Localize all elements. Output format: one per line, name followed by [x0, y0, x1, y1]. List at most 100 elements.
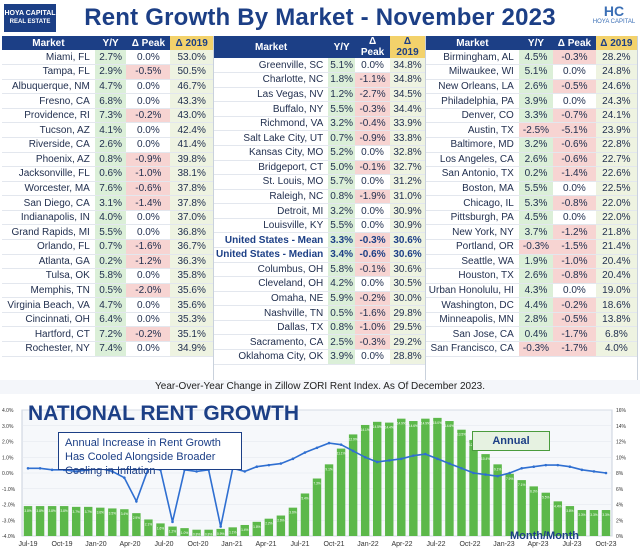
table-row: Salt Lake City, UT 0.7% -0.9% 33.8%	[214, 130, 425, 146]
annual-bar-label: 1.1%	[229, 530, 236, 534]
annual-bar-label: 3.6%	[289, 511, 296, 515]
table-row: Grand Rapids, MI 5.5% 0.0% 36.8%	[2, 224, 213, 241]
delta-2019-value: 33.9%	[390, 116, 425, 132]
table-row: Tampa, FL 2.9% -0.5% 50.5%	[2, 64, 213, 80]
table-row: San Jose, CA 0.4% -1.7% 6.8%	[426, 326, 637, 343]
market-name: Oklahoma City, OK	[214, 349, 329, 365]
column-header: Market	[214, 36, 329, 58]
delta-peak-value: 0.0%	[126, 210, 171, 226]
x-tick-label: Apr-22	[391, 541, 412, 548]
table-row: Tucson, AZ 4.1% 0.0% 42.4%	[2, 122, 213, 138]
month-month-point	[38, 466, 42, 470]
market-name: Columbus, OH	[214, 262, 329, 278]
yoy-value: 5.1%	[518, 64, 554, 80]
month-month-point	[508, 471, 511, 475]
annual-bar-label: 14.6%	[409, 424, 418, 428]
market-group-1: Market Y/Y Δ Peak Δ 2019 Miami, FL 2.7% 0.0% 53…	[2, 36, 214, 380]
annual-bar	[409, 421, 418, 536]
yoy-value: 3.3%	[328, 232, 356, 249]
delta-peak-value: -0.2%	[553, 297, 596, 313]
delta-2019-value: 6.8%	[595, 326, 637, 343]
market-name: Riverside, CA	[2, 137, 95, 153]
month-month-point	[351, 449, 355, 453]
table-footnote: Year-Over-Year Change in Zillow ZORI Ren…	[0, 380, 640, 394]
yoy-value: 7.3%	[94, 108, 127, 124]
yoy-value: -0.3%	[518, 239, 554, 255]
market-name: Austin, TX	[426, 122, 519, 138]
page-title: Rent Growth By Market - November 2023	[84, 4, 556, 31]
month-month-point	[387, 459, 391, 462]
annual-bar-label: 1.6%	[157, 526, 164, 530]
market-name: New Orleans, LA	[426, 79, 519, 95]
x-tick-label: Apr-23	[527, 541, 548, 548]
month-month-point	[532, 465, 536, 468]
market-name: San Antonio, TX	[426, 166, 519, 182]
annual-bar-label: 0.9%	[217, 532, 224, 536]
annual-bar-label: 1.8%	[253, 525, 260, 529]
market-name: Las Vegas, NV	[214, 87, 329, 103]
yoy-value: 0.5%	[94, 283, 127, 299]
market-name: New York, NY	[426, 224, 519, 241]
market-name: Urban Honolulu, HI	[426, 283, 519, 299]
table-row: San Antonio, TX 0.2% -1.4% 22.6%	[426, 166, 637, 182]
delta-2019-value: 36.3%	[170, 254, 213, 270]
annual-bar-label: 14.6%	[445, 424, 454, 428]
yoy-value: 0.8%	[94, 152, 127, 168]
delta-2019-value: 30.0%	[390, 291, 425, 307]
delta-2019-value: 32.7%	[390, 160, 425, 176]
market-group-2: Market Y/Y Δ Peak Δ 2019 Greenville, SC 5.1% 0…	[214, 36, 426, 380]
yoy-value: 0.5%	[328, 305, 356, 321]
annual-bar-label: 3.6%	[97, 511, 104, 515]
delta-peak-value: -1.2%	[553, 224, 596, 241]
table-row: Las Vegas, NV 1.2% -2.7% 34.5%	[214, 87, 425, 103]
table-row: Milwaukee, WI 5.1% 0.0% 24.8%	[426, 64, 637, 80]
delta-peak-value: 0.0%	[126, 93, 171, 109]
table-row: Omaha, NE 5.9% -0.2% 30.0%	[214, 291, 425, 307]
delta-2019-value: 43.0%	[170, 108, 213, 124]
table-row: Seattle, WA 1.9% -1.0% 20.4%	[426, 254, 637, 270]
annual-bar-label: 10.4%	[481, 457, 490, 461]
table-row: Cincinnati, OH 6.4% 0.0% 35.3%	[2, 312, 213, 328]
yoy-value: 4.5%	[518, 210, 554, 226]
delta-2019-value: 34.8%	[390, 72, 425, 88]
annual-bar	[264, 518, 274, 536]
yoy-value: 3.4%	[328, 247, 356, 263]
table-row: Austin, TX -2.5% -5.1% 23.9%	[426, 122, 637, 138]
left-axis-tick-label: 1.0%	[2, 455, 14, 461]
table-row: Dallas, TX 0.8% -1.0% 29.5%	[214, 320, 425, 336]
yoy-value: 7.2%	[94, 326, 127, 343]
table-row: Virginia Beach, VA 4.7% 0.0% 35.6%	[2, 297, 213, 313]
yoy-value: 5.3%	[518, 195, 554, 211]
delta-2019-value: 34.4%	[390, 101, 425, 117]
market-name: Denver, CO	[426, 108, 519, 124]
annual-bar-label: 2.1%	[145, 522, 152, 526]
left-axis-tick-label: -4.0%	[2, 534, 16, 540]
annual-bar	[385, 422, 394, 536]
delta-2019-value: 37.8%	[170, 181, 213, 197]
annual-bar	[252, 521, 262, 536]
yoy-value: 5.5%	[94, 224, 127, 241]
yoy-value: 2.6%	[518, 268, 554, 284]
x-tick-label: Jan-22	[357, 541, 379, 548]
market-name: Orlando, FL	[2, 239, 95, 255]
month-month-point	[399, 457, 403, 461]
yoy-value: 0.8%	[328, 189, 356, 205]
annual-bar-label: 9.1%	[325, 467, 332, 471]
annual-bar	[23, 506, 33, 536]
table-row: Oklahoma City, OK 3.9% 0.0% 28.8%	[214, 349, 425, 365]
annual-bar-label: 1.4%	[241, 528, 248, 532]
annual-bar	[168, 526, 177, 536]
market-name: Milwaukee, WI	[426, 64, 519, 80]
delta-peak-value: -5.1%	[553, 122, 596, 138]
market-name: United States - Mean	[214, 232, 329, 249]
table-row: Atlanta, GA 0.2% -1.2% 36.3%	[2, 254, 213, 270]
market-name: Dallas, TX	[214, 320, 329, 336]
annual-bar-label: 3.8%	[566, 509, 573, 513]
market-name: Rochester, NY	[2, 341, 95, 357]
annual-bar-label: 12.9%	[349, 437, 358, 441]
delta-peak-value: -2.7%	[355, 87, 391, 103]
annual-bar	[372, 421, 382, 536]
right-axis-tick-label: 14%	[616, 424, 627, 430]
delta-peak-value: 0.0%	[126, 50, 171, 66]
delta-2019-value: 34.9%	[170, 341, 213, 357]
